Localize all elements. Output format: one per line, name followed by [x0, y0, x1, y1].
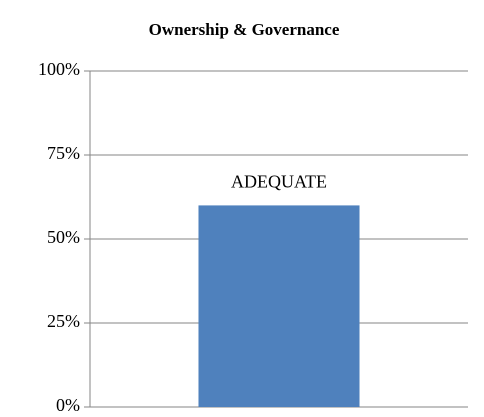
bar	[198, 205, 360, 407]
y-tick-label: 75%	[47, 143, 80, 163]
y-tick-label: 100%	[38, 59, 80, 79]
y-tick-label: 50%	[47, 227, 80, 247]
y-tick-label: 25%	[47, 311, 80, 331]
y-tick-label: 0%	[56, 395, 80, 415]
chart-title: Ownership & Governance	[149, 20, 340, 39]
data-label: ADEQUATE	[231, 172, 327, 192]
